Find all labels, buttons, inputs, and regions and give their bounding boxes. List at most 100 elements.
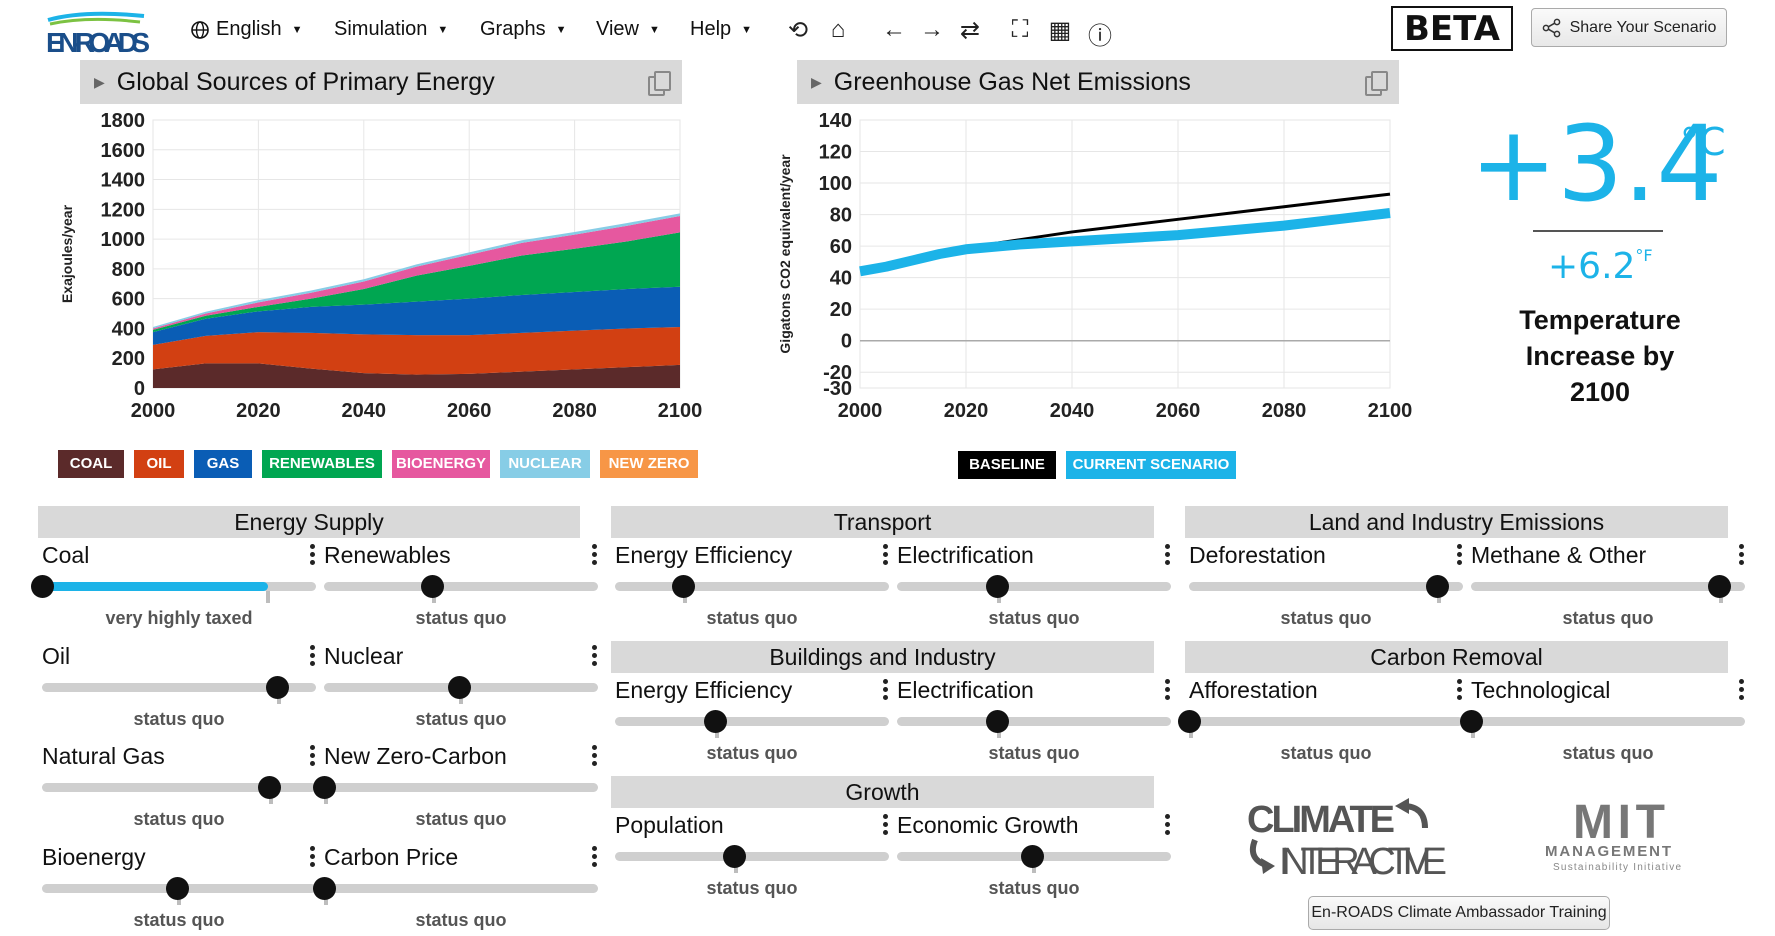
menu-view[interactable]: View ▼	[596, 18, 660, 41]
undo-icon[interactable]: ⟲	[787, 17, 809, 44]
slider-coal[interactable]: Coal very highly taxed	[31, 540, 320, 628]
more-options-icon[interactable]	[1165, 544, 1171, 566]
slider-track[interactable]	[615, 582, 889, 591]
legend-coal[interactable]: COAL	[58, 450, 124, 478]
slider-knob[interactable]	[1021, 845, 1044, 868]
more-options-icon[interactable]	[1457, 679, 1463, 701]
slider-afforestation[interactable]: Afforestation status quo	[1178, 675, 1467, 763]
more-options-icon[interactable]	[1457, 544, 1463, 566]
slider-knob[interactable]	[1426, 575, 1450, 598]
slider-technological[interactable]: Technological status quo	[1460, 675, 1749, 763]
slider-knob[interactable]	[1178, 710, 1201, 733]
menu-simulation[interactable]: Simulation ▼	[334, 18, 448, 41]
forward-arrow-icon[interactable]: →	[920, 16, 944, 43]
slider-knob[interactable]	[313, 877, 336, 900]
climate-interactive-logo[interactable]: CLIMATE INTERACTIVE	[1245, 796, 1450, 876]
copy-icon[interactable]	[648, 71, 671, 96]
slider-track[interactable]	[615, 852, 889, 861]
more-options-icon[interactable]	[310, 846, 316, 868]
slider-knob[interactable]	[985, 575, 1009, 598]
fullscreen-icon[interactable]: ⛶	[1011, 16, 1029, 43]
legend-current-scenario[interactable]: CURRENT SCENARIO	[1066, 451, 1236, 479]
mit-management-logo[interactable]: MIT MANAGEMENT Sustainability Initiative	[1543, 796, 1689, 874]
slider-population[interactable]: Population status quo	[611, 810, 893, 898]
slider-knob[interactable]	[166, 877, 189, 900]
slider-knob[interactable]	[421, 575, 444, 598]
slider-track[interactable]	[897, 582, 1171, 591]
slider-track[interactable]	[324, 582, 598, 591]
share-scenario-button[interactable]: Share Your Scenario	[1531, 8, 1727, 47]
slider-track[interactable]	[42, 783, 316, 792]
more-options-icon[interactable]	[1739, 679, 1745, 701]
menu-language[interactable]: English ▼	[190, 18, 303, 41]
slider-natural-gas[interactable]: Natural Gas status quo	[38, 741, 320, 829]
slider-deforestation[interactable]: Deforestation status quo	[1185, 540, 1467, 628]
legend-gas[interactable]: GAS	[194, 450, 252, 478]
info-icon[interactable]: ⓘ	[1088, 23, 1112, 50]
more-options-icon[interactable]	[1165, 679, 1171, 701]
more-options-icon[interactable]	[1739, 544, 1745, 566]
slider-knob[interactable]	[703, 710, 727, 733]
slider-track[interactable]	[42, 683, 316, 692]
more-options-icon[interactable]	[592, 846, 598, 868]
compare-icon[interactable]: ⇄	[959, 17, 981, 44]
slider-knob[interactable]	[31, 575, 54, 598]
slider-oil[interactable]: Oil status quo	[38, 641, 320, 729]
ambassador-training-button[interactable]: En-ROADS Climate Ambassador Training	[1308, 896, 1610, 930]
slider-knob[interactable]	[257, 776, 281, 799]
slider-knob[interactable]	[671, 575, 695, 598]
legend-baseline[interactable]: BASELINE	[958, 451, 1056, 479]
slider-knob[interactable]	[448, 676, 471, 699]
back-arrow-icon[interactable]: ←	[882, 16, 906, 43]
more-options-icon[interactable]	[883, 814, 889, 836]
slider-knob[interactable]	[722, 845, 746, 868]
more-options-icon[interactable]	[592, 645, 598, 667]
slider-knob[interactable]	[1708, 575, 1732, 598]
table-icon[interactable]: ▦	[1048, 17, 1072, 44]
slider-knob[interactable]	[265, 676, 289, 699]
graph1-header[interactable]: ▶ Global Sources of Primary Energy	[80, 60, 682, 104]
slider-buildings-electrification[interactable]: Electrification status quo	[893, 675, 1175, 763]
slider-track[interactable]	[1471, 582, 1745, 591]
slider-knob[interactable]	[1460, 710, 1483, 733]
expand-triangle-icon[interactable]: ▶	[811, 73, 822, 90]
en-roads-logo[interactable]: EN-ROADS	[44, 10, 152, 56]
slider-track[interactable]	[615, 717, 889, 726]
more-options-icon[interactable]	[310, 745, 316, 767]
more-options-icon[interactable]	[883, 679, 889, 701]
slider-knob[interactable]	[985, 710, 1009, 733]
slider-nuclear[interactable]: Nuclear status quo	[320, 641, 602, 729]
more-options-icon[interactable]	[310, 645, 316, 667]
slider-knob[interactable]	[313, 776, 336, 799]
slider-transport-electrification[interactable]: Electrification status quo	[893, 540, 1175, 628]
graph2-header[interactable]: ▶ Greenhouse Gas Net Emissions	[797, 60, 1399, 104]
more-options-icon[interactable]	[310, 544, 316, 566]
legend-new-zero[interactable]: NEW ZERO	[600, 450, 698, 478]
legend-nuclear[interactable]: NUCLEAR	[500, 450, 590, 478]
slider-carbon-price[interactable]: Carbon Price status quo	[313, 842, 602, 930]
slider-track[interactable]	[324, 884, 598, 893]
slider-bioenergy[interactable]: Bioenergy status quo	[38, 842, 320, 930]
slider-buildings-efficiency[interactable]: Energy Efficiency status quo	[611, 675, 893, 763]
slider-track[interactable]	[1189, 717, 1463, 726]
slider-track[interactable]	[897, 717, 1171, 726]
more-options-icon[interactable]	[592, 745, 598, 767]
expand-triangle-icon[interactable]: ▶	[94, 73, 105, 90]
copy-icon[interactable]	[1365, 71, 1388, 96]
more-options-icon[interactable]	[592, 544, 598, 566]
legend-oil[interactable]: OIL	[134, 450, 184, 478]
slider-track[interactable]	[324, 783, 598, 792]
slider-transport-efficiency[interactable]: Energy Efficiency status quo	[611, 540, 893, 628]
slider-methane[interactable]: Methane & Other status quo	[1467, 540, 1749, 628]
slider-track[interactable]	[1471, 717, 1745, 726]
menu-help[interactable]: Help ▼	[690, 18, 752, 41]
legend-bioenergy[interactable]: BIOENERGY	[392, 450, 490, 478]
legend-renewables[interactable]: RENEWABLES	[262, 450, 382, 478]
slider-new-zero-carbon[interactable]: New Zero-Carbon status quo	[313, 741, 602, 829]
more-options-icon[interactable]	[1165, 814, 1171, 836]
slider-track[interactable]	[1189, 582, 1463, 591]
slider-renewables[interactable]: Renewables status quo	[320, 540, 602, 628]
slider-economic-growth[interactable]: Economic Growth status quo	[893, 810, 1175, 898]
menu-graphs[interactable]: Graphs ▼	[480, 18, 566, 41]
home-icon[interactable]: ⌂	[830, 16, 846, 43]
